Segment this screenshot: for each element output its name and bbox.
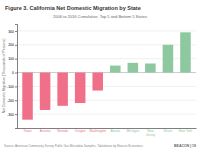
y-tick-label: -100 (7, 85, 14, 89)
bar (40, 73, 51, 110)
subtitle: 2006 to 2016 Cumulative, Top 5 and Botto… (53, 14, 147, 19)
bar (163, 45, 174, 73)
x-tick-label: NewJersey (146, 129, 156, 137)
y-tick: 200 (8, 43, 17, 47)
y-tick-label: 300 (8, 30, 14, 34)
y-tick: -300 (7, 113, 17, 117)
y-tick: -200 (7, 99, 17, 103)
y-tick-mark (15, 86, 17, 87)
chart: Figure 3. California Net Domestic Migrat… (0, 0, 200, 150)
y-axis-title: Net Domestic Migration (Thousands of Per… (2, 39, 6, 114)
bar (92, 73, 103, 91)
title: Figure 3. California Net Domestic Migrat… (5, 5, 141, 11)
logo-note: BEACON | 19 (174, 144, 196, 148)
y-axis-line (15, 25, 18, 129)
x-tick: Nevada (57, 128, 68, 133)
x-tick: Alaska (110, 128, 120, 133)
y-tick-label: 100 (8, 57, 14, 61)
x-tick-label: Alaska (110, 129, 120, 133)
x-tick-label: Illinois (163, 129, 172, 133)
bar (110, 66, 121, 73)
bar (75, 73, 86, 104)
y-tick: 0 (12, 71, 17, 75)
x-tick: Washington (89, 128, 106, 133)
x-tick: Arizona (40, 128, 51, 133)
x-tick-label: Washington (89, 129, 106, 133)
y-tick-mark (15, 114, 17, 115)
y-tick-mark (15, 59, 17, 60)
bar (22, 73, 33, 120)
bars (22, 32, 190, 119)
bar (128, 63, 139, 73)
bar (180, 32, 191, 72)
x-tick-label: Oregon (75, 129, 86, 133)
source-note: Source: American Community Survey Public… (4, 144, 144, 148)
bar (57, 73, 68, 106)
bar (145, 64, 156, 73)
x-tick: Oregon (75, 128, 86, 133)
chart-container: Figure 3. California Net Domestic Migrat… (0, 0, 200, 150)
x-tick: New York (179, 128, 193, 133)
y-tick: 100 (8, 57, 17, 61)
y-tick-label: 200 (8, 43, 14, 47)
y-tick-mark (15, 45, 17, 46)
grid-line (17, 114, 196, 115)
grid (17, 31, 196, 114)
y-tick-mark (15, 31, 17, 32)
y-tick-label: -300 (7, 113, 14, 117)
x-tick: Texas (23, 128, 32, 133)
x-tick-label: Arizona (40, 129, 51, 133)
y-tick-label: -200 (7, 99, 14, 103)
y-tick: -100 (7, 85, 17, 89)
y-axis: -300 -200 -100 0 100 200 300 (7, 25, 18, 129)
y-tick-label: 0 (12, 71, 14, 75)
plot: -300 -200 -100 0 100 200 300 Texas Arizona Nevada… (7, 25, 197, 137)
y-tick-mark (15, 100, 17, 101)
x-tick: NewJersey (146, 128, 156, 137)
x-tick-label: Michigan (126, 129, 139, 133)
x-tick-label: Texas (23, 129, 32, 133)
x-axis: Texas Arizona Nevada OregonWashington Alaska… (18, 128, 197, 137)
y-tick: 300 (8, 30, 17, 34)
x-tick: Illinois (163, 128, 172, 133)
x-tick-label: Nevada (57, 129, 68, 133)
y-tick-mark (15, 73, 17, 74)
x-tick: Michigan (126, 128, 139, 133)
x-tick-label: New York (179, 129, 193, 133)
grid-line (17, 30, 196, 31)
